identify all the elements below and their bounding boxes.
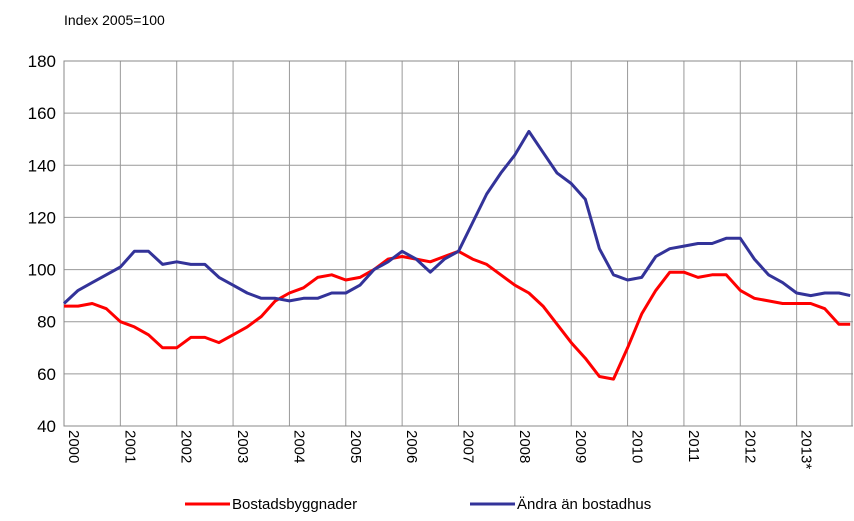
plot-frame [63, 60, 853, 427]
x-tick-label: 2012 [741, 430, 758, 463]
y-tick-label: 160 [28, 104, 56, 123]
x-tick-label: 2007 [460, 430, 477, 463]
x-tick-label: 2009 [572, 430, 589, 463]
x-tick-label: 2001 [121, 430, 138, 463]
x-tick-label: 2011 [685, 430, 702, 462]
y-tick-label: 180 [28, 52, 56, 71]
x-tick-label: 2013* [798, 430, 815, 469]
y-tick-label: 80 [37, 313, 56, 332]
x-tick-label: 2008 [516, 430, 533, 463]
x-tick-label: 2003 [234, 430, 251, 463]
series-line [62, 129, 851, 305]
x-tick-label: 2006 [403, 430, 420, 463]
y-tick-label: 60 [37, 365, 56, 384]
x-tick-label: 2010 [629, 430, 646, 463]
y-tick-label: 140 [28, 156, 56, 175]
x-tick-label: 2002 [178, 430, 195, 463]
legend-label: Bostadsbyggnader [232, 496, 357, 513]
series-line [64, 249, 851, 381]
legend-label: Ändra än bostadhus [517, 496, 651, 513]
chart-title: Index 2005=100 [64, 12, 165, 28]
x-tick-label: 2000 [65, 430, 82, 463]
x-tick-label: 2005 [347, 430, 364, 463]
x-tick-label: 2004 [290, 430, 307, 463]
y-tick-label: 100 [28, 261, 56, 280]
y-tick-label: 120 [28, 208, 56, 227]
y-tick-label: 40 [37, 417, 56, 436]
